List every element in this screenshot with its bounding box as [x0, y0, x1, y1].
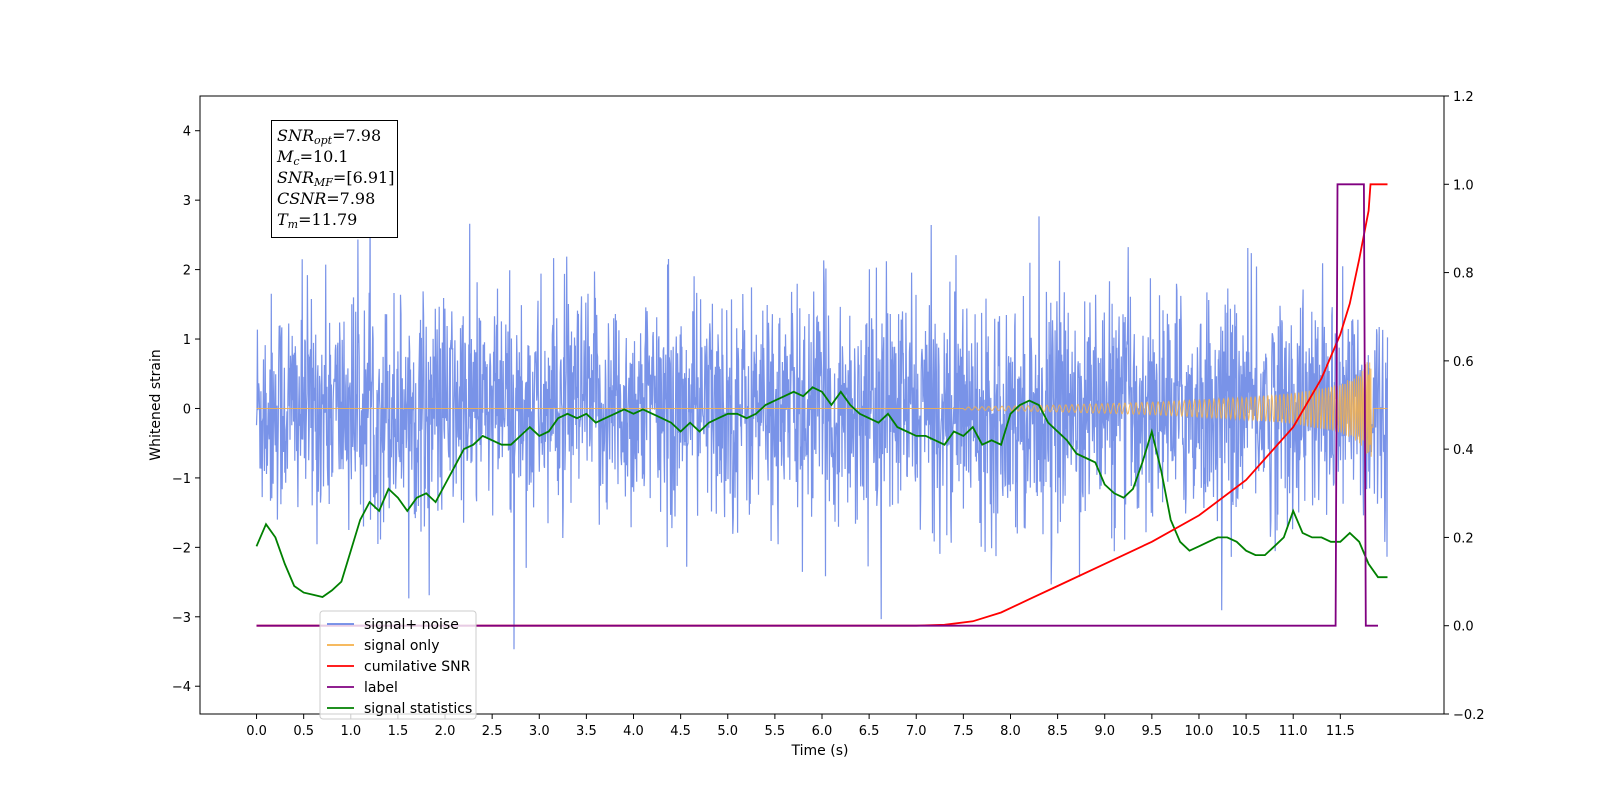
x-tick-label: 1.0	[340, 724, 361, 739]
x-tick-label: 11.0	[1279, 724, 1308, 739]
annotation-subscript: opt	[314, 134, 333, 147]
x-tick-label: 8.5	[1047, 724, 1068, 739]
annotation-subscript: MF	[314, 176, 333, 189]
y-tick-label: 2	[183, 264, 191, 279]
legend-entry-label: label	[364, 680, 398, 696]
y-tick-label: 4	[183, 125, 191, 140]
x-tick-label: 0.0	[246, 724, 267, 739]
y-tick-label: −3	[172, 611, 191, 626]
annotation-value: =7.98	[326, 189, 376, 208]
annotation-value: =11.79	[298, 210, 358, 229]
y-tick-label: −1	[172, 472, 191, 487]
y-tick-label: 0	[183, 402, 191, 417]
annotation-line: Tm=11.79	[277, 209, 392, 230]
annotation-symbol: CSNR	[277, 189, 327, 208]
annotation-line: SNRMF=[6.91]	[277, 167, 395, 189]
series-signal-noise	[255, 193, 1389, 650]
annotation-line: CSNR=7.98	[277, 188, 392, 209]
y2-tick-label: 1.2	[1453, 90, 1474, 105]
y2-tick-label: 0.2	[1453, 531, 1474, 546]
x-tick-label: 5.5	[765, 724, 786, 739]
y-tick-label: −4	[172, 680, 191, 695]
y2-tick-label: 0.6	[1453, 355, 1474, 370]
legend-entry-label: signal+ noise	[364, 617, 459, 633]
legend-entry-label: cumilative SNR	[364, 659, 471, 675]
annotation-value: =10.1	[299, 147, 349, 166]
x-tick-label: 10.5	[1232, 724, 1261, 739]
x-axis-label: Time (s)	[791, 743, 849, 759]
x-tick-label: 5.0	[717, 724, 738, 739]
y-tick-label: 1	[183, 333, 191, 348]
x-tick-label: 3.0	[529, 724, 550, 739]
y2-tick-label: 0.8	[1453, 267, 1474, 282]
annotation-symbol: T	[277, 210, 288, 229]
legend-frame	[319, 610, 477, 720]
x-tick-label: 10.0	[1184, 724, 1213, 739]
x-tick-label: 2.0	[435, 724, 456, 739]
annotation-symbol: M	[277, 147, 294, 166]
y2-tick-label: 1.0	[1453, 178, 1474, 193]
legend: signal+ noise signal only cumilative SNR la…	[319, 610, 477, 720]
x-tick-label: 0.5	[293, 724, 314, 739]
x-tick-label: 6.5	[859, 724, 880, 739]
x-tick-label: 9.5	[1142, 724, 1163, 739]
y-tick-label: −2	[172, 541, 191, 556]
y2-tick-label: 0.0	[1453, 620, 1474, 635]
x-tick-label: 2.5	[482, 724, 503, 739]
annotation-symbol: SNR	[277, 168, 315, 187]
y-tick-label: 3	[183, 194, 191, 209]
series-cumulative-snr	[256, 183, 1388, 627]
x-tick-label: 4.5	[670, 724, 691, 739]
y2-tick-label: −0.2	[1453, 708, 1485, 723]
legend-entry-label: signal statistics	[364, 701, 472, 717]
x-tick-label: 9.0	[1094, 724, 1115, 739]
annotation-value: =7.98	[332, 126, 382, 145]
x-tick-label: 7.5	[953, 724, 974, 739]
x-tick-label: 4.0	[623, 724, 644, 739]
x-tick-label: 1.5	[388, 724, 409, 739]
x-tick-label: 7.0	[906, 724, 927, 739]
annotation-subscript: m	[287, 218, 299, 231]
annotation-value: =[6.91]	[332, 168, 395, 187]
y2-tick-label: 0.4	[1453, 443, 1474, 458]
x-tick-label: 11.5	[1326, 724, 1355, 739]
series-signal-only	[256, 362, 1388, 457]
x-tick-label: 8.0	[1000, 724, 1021, 739]
annotation-symbol: SNR	[277, 126, 315, 145]
series-label	[256, 183, 1378, 627]
legend-entry-label: signal only	[364, 638, 439, 654]
annotation-line: SNRopt=7.98	[277, 125, 392, 146]
series-signal-statistics	[255, 386, 1388, 598]
annotation-box: SNRopt=7.98 Mc=10.1 SNRMF=[6.91] CSNR=7.98 T…	[271, 120, 398, 238]
x-tick-label: 3.5	[576, 724, 597, 739]
y-axis-label: Whitened strain	[148, 349, 164, 460]
annotation-line: Mc=10.1	[277, 146, 392, 167]
x-tick-label: 6.0	[812, 724, 833, 739]
annotation-subscript: c	[293, 155, 300, 168]
